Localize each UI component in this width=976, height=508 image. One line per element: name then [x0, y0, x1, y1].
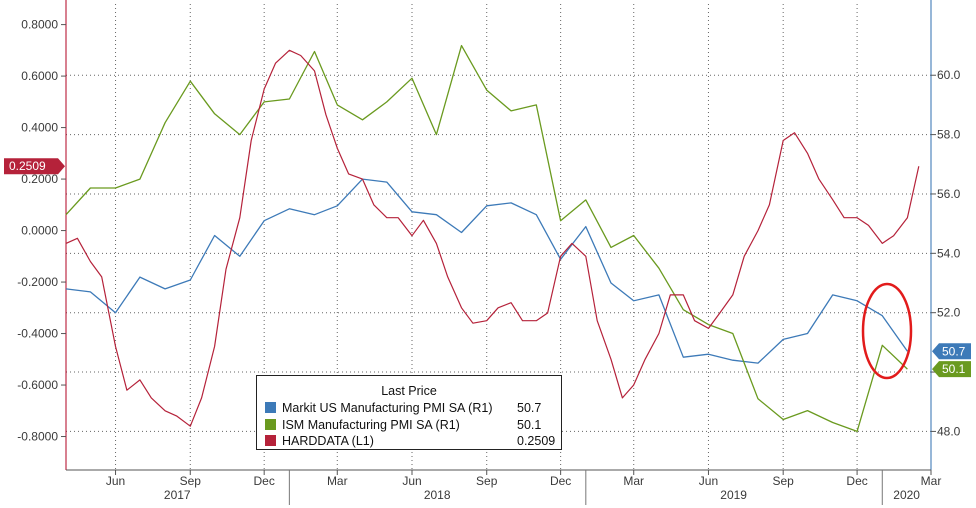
right-tick-label: 54.0 [937, 246, 961, 260]
left-axis-ticks: 0.8000 0.6000 0.4000 0.2000 0.0000 -0.2000 -0.… [17, 18, 66, 444]
ism-last-badge: 50.1 [932, 361, 971, 378]
markit-last-badge-text: 50.7 [942, 344, 966, 358]
left-tick-label: 0.4000 [21, 121, 58, 135]
x-tick-label: Jun [699, 474, 718, 488]
right-tick-label: 52.0 [937, 306, 961, 320]
x-axis-ticks: Jun Sep Dec Mar Jun Sep Dec Mar Jun Sep Dec Mar [106, 470, 941, 488]
harddata-last-badge-shape [4, 158, 65, 175]
left-tick-label: -0.2000 [17, 275, 58, 289]
year-label: 2020 [893, 488, 920, 502]
x-tick-label: Mar [623, 474, 644, 488]
ism-last-badge-shape [932, 361, 971, 378]
markit-last-badge: 50.7 [932, 343, 971, 360]
harddata-last-badge: 0.2509 [4, 158, 65, 175]
legend-value-markit: 50.7 [517, 401, 542, 415]
markit-last-badge-shape [932, 343, 971, 360]
x-tick-label: Mar [327, 474, 348, 488]
x-tick-label: Dec [254, 474, 275, 488]
axes [65, 0, 932, 471]
legend-title: Last Price [381, 384, 437, 398]
right-tick-label: 56.0 [937, 187, 961, 201]
legend-swatch-ism [265, 419, 276, 430]
x-tick-label: Dec [550, 474, 571, 488]
x-tick-label: Jun [402, 474, 421, 488]
legend: Last Price Markit US Manufacturing PMI S… [256, 375, 562, 450]
legend-label-harddata: HARDDATA (L1) [282, 434, 374, 448]
markit-pmi-line [65, 178, 908, 364]
legend-value-ism: 50.1 [517, 418, 542, 432]
right-tick-label: 48.0 [937, 424, 961, 438]
legend-swatch-harddata [265, 435, 276, 446]
year-label: 2018 [424, 488, 451, 502]
year-axis-labels: 2017 2018 2019 2020 [164, 470, 920, 505]
right-tick-label: 58.0 [937, 128, 961, 142]
legend-entry-harddata: HARDDATA (L1) 0.2509 [265, 433, 556, 449]
left-tick-label: -0.6000 [17, 378, 58, 392]
left-tick-label: 0.0000 [21, 224, 58, 238]
last-value-badges: 50.7 50.1 0.2509 [4, 158, 971, 378]
x-tick-label: Dec [846, 474, 867, 488]
x-tick-label: Sep [180, 474, 202, 488]
left-tick-label: -0.8000 [17, 430, 58, 444]
right-tick-label: 60.0 [937, 68, 961, 82]
legend-entry-ism: ISM Manufacturing PMI SA (R1) 50.1 [265, 417, 553, 433]
left-tick-label: 0.6000 [21, 69, 58, 83]
left-tick-label: 0.2000 [21, 172, 58, 186]
left-tick-label: 0.8000 [21, 18, 58, 32]
x-tick-label: Sep [476, 474, 498, 488]
legend-entry-markit: Markit US Manufacturing PMI SA (R1) 50.7 [265, 400, 553, 416]
right-axis-ticks: 60.058.056.054.052.050.048.0 [931, 68, 961, 438]
x-tick-label: Mar [921, 474, 942, 488]
legend-value-harddata: 0.2509 [517, 434, 556, 448]
harddata-last-badge-text: 0.2509 [9, 159, 46, 173]
x-tick-label: Sep [772, 474, 794, 488]
highlight-ellipse [861, 282, 913, 380]
legend-label-markit: Markit US Manufacturing PMI SA (R1) [282, 401, 493, 415]
ism-pmi-line [65, 44, 908, 433]
legend-label-ism: ISM Manufacturing PMI SA (R1) [282, 418, 460, 432]
series-layer [65, 44, 920, 433]
year-label: 2019 [720, 488, 747, 502]
legend-swatch-markit [265, 402, 276, 413]
year-label: 2017 [164, 488, 191, 502]
left-tick-label: -0.4000 [17, 327, 58, 341]
ism-last-badge-text: 50.1 [942, 362, 966, 376]
x-tick-label: Jun [106, 474, 125, 488]
harddata-line [65, 49, 920, 427]
